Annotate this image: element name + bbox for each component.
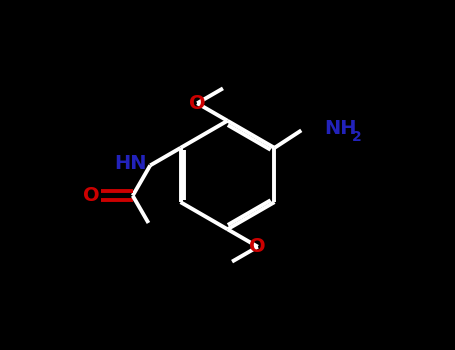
Text: 2: 2 (352, 130, 362, 144)
Text: O: O (83, 186, 100, 205)
Text: NH: NH (324, 119, 357, 138)
Text: HN: HN (114, 154, 147, 173)
Text: O: O (249, 237, 266, 256)
Text: O: O (189, 94, 206, 113)
